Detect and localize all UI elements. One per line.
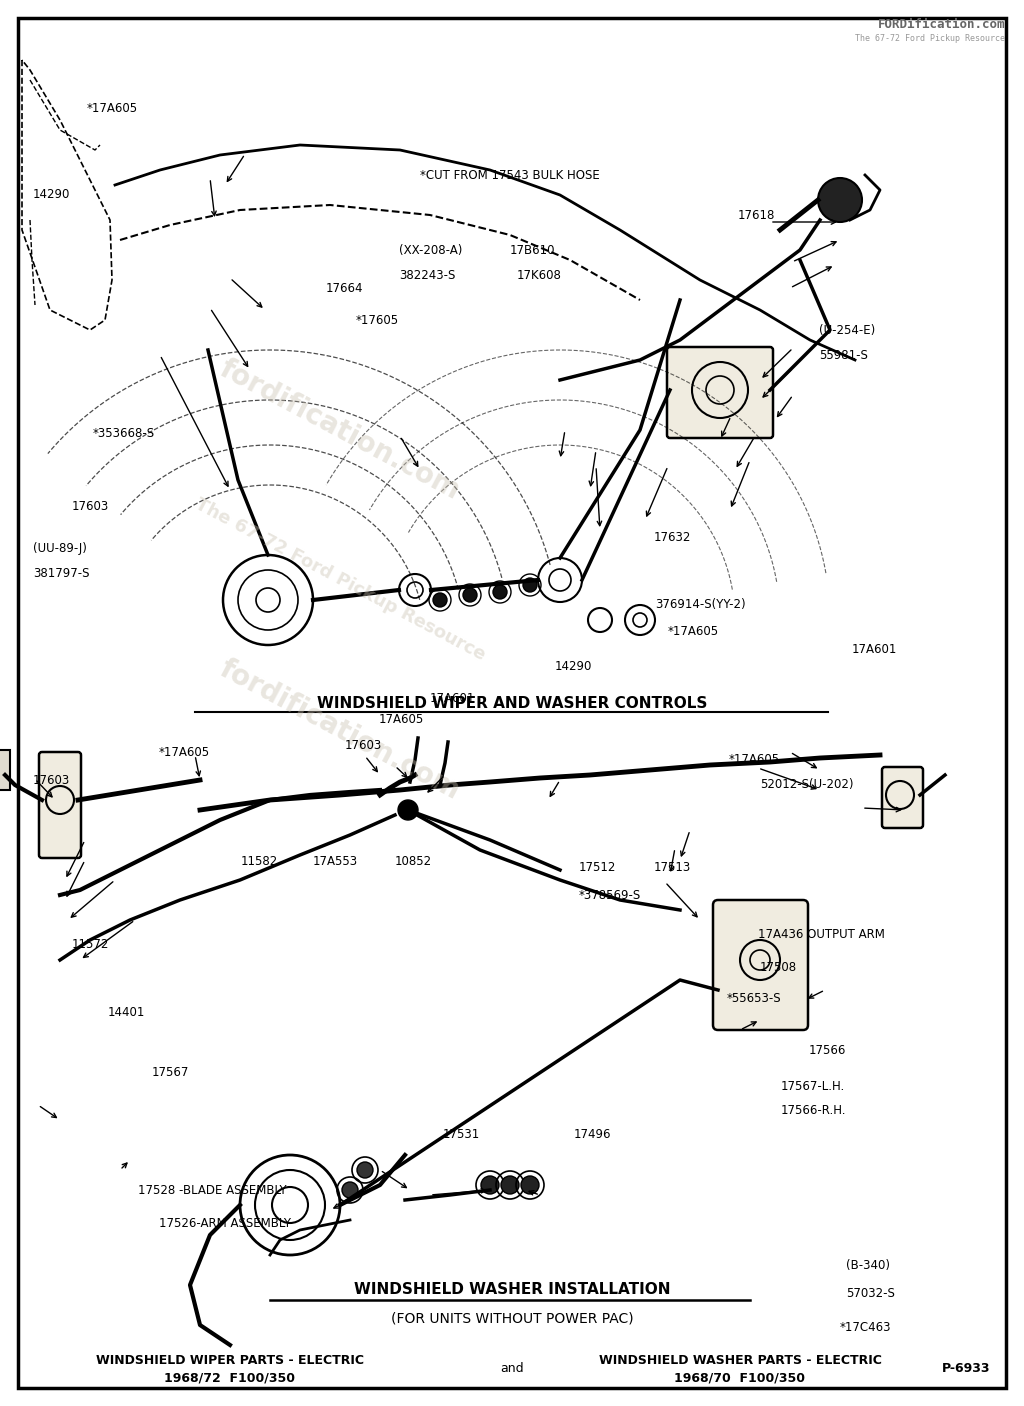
- Circle shape: [342, 1182, 358, 1198]
- Text: 17618: 17618: [737, 208, 774, 222]
- Text: *353668-S: *353668-S: [92, 426, 155, 440]
- Text: 17508: 17508: [760, 960, 797, 974]
- Text: 57032-S: 57032-S: [846, 1286, 895, 1301]
- Text: 376914-S(YY-2): 376914-S(YY-2): [655, 598, 746, 612]
- Text: 10852: 10852: [394, 855, 431, 869]
- Text: 17603: 17603: [345, 738, 382, 752]
- Text: *17A605: *17A605: [729, 752, 780, 766]
- Circle shape: [523, 578, 537, 592]
- Text: 17496: 17496: [573, 1128, 611, 1142]
- Text: 17526-ARM ASSEMBLY: 17526-ARM ASSEMBLY: [159, 1216, 291, 1230]
- Text: *CUT FROM 17543 BULK HOSE: *CUT FROM 17543 BULK HOSE: [420, 169, 600, 183]
- Text: (FOR UNITS WITHOUT POWER PAC): (FOR UNITS WITHOUT POWER PAC): [391, 1310, 633, 1324]
- Text: *17C463: *17C463: [840, 1320, 891, 1334]
- Text: 17A553: 17A553: [312, 855, 357, 869]
- Text: fordification.com: fordification.com: [215, 655, 465, 806]
- FancyBboxPatch shape: [882, 768, 923, 828]
- Text: 14290: 14290: [555, 659, 592, 673]
- FancyBboxPatch shape: [713, 900, 808, 1031]
- Text: 17566: 17566: [809, 1043, 846, 1057]
- Circle shape: [493, 585, 507, 599]
- Text: The 67-72 Ford Pickup Resource: The 67-72 Ford Pickup Resource: [855, 34, 1005, 44]
- Text: *17A605: *17A605: [668, 624, 719, 638]
- Circle shape: [463, 588, 477, 602]
- FancyBboxPatch shape: [667, 347, 773, 439]
- Circle shape: [818, 179, 862, 222]
- Text: 17528 -BLADE ASSEMBLY: 17528 -BLADE ASSEMBLY: [138, 1184, 287, 1198]
- Text: WINDSHIELD WASHER PARTS - ELECTRIC: WINDSHIELD WASHER PARTS - ELECTRIC: [599, 1354, 882, 1367]
- Text: 17603: 17603: [33, 773, 70, 787]
- Text: 17566-R.H.: 17566-R.H.: [780, 1104, 846, 1118]
- FancyBboxPatch shape: [39, 752, 81, 858]
- Circle shape: [481, 1175, 499, 1194]
- Text: 17513: 17513: [653, 860, 690, 875]
- Circle shape: [433, 593, 447, 607]
- Text: 11572: 11572: [72, 938, 109, 952]
- Text: 17531: 17531: [442, 1128, 479, 1142]
- Text: 17A605: 17A605: [379, 713, 424, 727]
- Text: 17A601: 17A601: [852, 643, 897, 657]
- Text: *17A605: *17A605: [159, 745, 210, 759]
- Text: and: and: [500, 1362, 524, 1375]
- Text: 17603: 17603: [72, 499, 109, 513]
- Text: 52012-S(U-202): 52012-S(U-202): [760, 778, 853, 792]
- Text: 14290: 14290: [33, 187, 70, 201]
- Text: 11582: 11582: [241, 855, 278, 869]
- Text: 17A601: 17A601: [430, 692, 475, 706]
- Text: *17605: *17605: [355, 314, 398, 328]
- Text: WINDSHIELD WIPER AND WASHER CONTROLS: WINDSHIELD WIPER AND WASHER CONTROLS: [316, 696, 708, 710]
- Text: 1968/72  F100/350: 1968/72 F100/350: [165, 1371, 296, 1385]
- Text: *378569-S: *378569-S: [579, 889, 641, 903]
- Text: 17567: 17567: [152, 1066, 188, 1080]
- Text: (XX-208-A): (XX-208-A): [399, 243, 463, 257]
- Text: 17A436 OUTPUT ARM: 17A436 OUTPUT ARM: [758, 928, 885, 942]
- Circle shape: [521, 1175, 539, 1194]
- Text: (B-340): (B-340): [846, 1258, 890, 1272]
- Text: 17B610: 17B610: [510, 243, 555, 257]
- Circle shape: [501, 1175, 519, 1194]
- Text: 17664: 17664: [326, 281, 364, 295]
- Text: FORDification.com: FORDification.com: [878, 18, 1005, 31]
- Text: 55981-S: 55981-S: [819, 349, 868, 363]
- Text: 17512: 17512: [579, 860, 615, 875]
- Text: fordification.com: fordification.com: [215, 354, 465, 505]
- Text: 1968/70  F100/350: 1968/70 F100/350: [675, 1371, 806, 1385]
- Circle shape: [357, 1161, 373, 1178]
- Text: 17632: 17632: [653, 530, 690, 544]
- Text: *17A605: *17A605: [87, 101, 138, 115]
- Text: WINDSHIELD WIPER PARTS - ELECTRIC: WINDSHIELD WIPER PARTS - ELECTRIC: [96, 1354, 364, 1367]
- Text: *55653-S: *55653-S: [727, 991, 781, 1005]
- Text: (U-254-E): (U-254-E): [819, 323, 876, 337]
- Text: 381797-S: 381797-S: [33, 567, 89, 581]
- Text: 17567-L.H.: 17567-L.H.: [780, 1080, 845, 1094]
- Text: 17K608: 17K608: [517, 269, 562, 283]
- Text: 382243-S: 382243-S: [399, 269, 456, 283]
- Bar: [0, 749, 10, 790]
- Text: The 67-72 Ford Pickup Resource: The 67-72 Ford Pickup Resource: [191, 495, 488, 665]
- Text: (UU-89-J): (UU-89-J): [33, 541, 87, 555]
- Circle shape: [398, 800, 418, 820]
- Text: WINDSHIELD WASHER INSTALLATION: WINDSHIELD WASHER INSTALLATION: [353, 1282, 671, 1298]
- Text: 14401: 14401: [108, 1005, 144, 1019]
- Text: P-6933: P-6933: [941, 1362, 990, 1375]
